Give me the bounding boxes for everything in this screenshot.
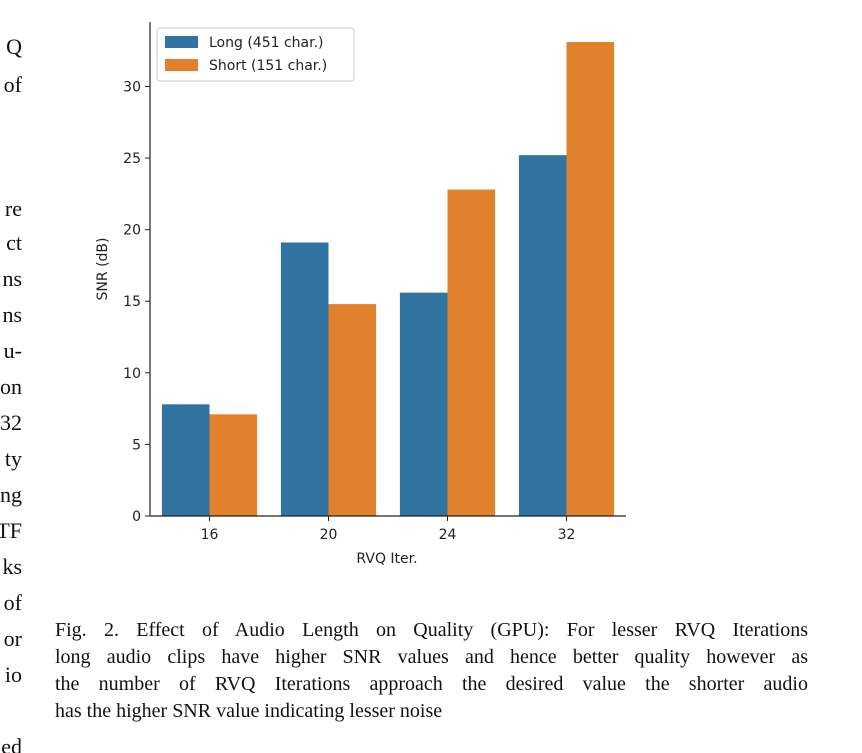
x-tick-label: 32 bbox=[558, 527, 576, 543]
x-axis-label: RVQ Iter. bbox=[356, 551, 417, 567]
column-fragment: ks bbox=[2, 554, 22, 579]
left-column-text: Q of re ct ns ns u- on 32 ty ng TF ks of… bbox=[0, 0, 30, 753]
column-fragment: ed bbox=[1, 734, 22, 753]
column-fragment: ty bbox=[4, 446, 22, 471]
bar-short-24 bbox=[447, 189, 496, 516]
legend-frame bbox=[156, 27, 355, 82]
x-axis-ticks: 16 20 24 32 bbox=[201, 516, 576, 543]
legend-swatch-short bbox=[165, 59, 198, 71]
caption-line: has the higher SNR value indicating less… bbox=[55, 700, 443, 722]
bars-group bbox=[161, 42, 615, 517]
column-fragment: TF bbox=[0, 518, 22, 543]
y-tick-label: 20 bbox=[123, 223, 141, 239]
column-fragment: io bbox=[4, 662, 22, 687]
column-fragment: 32 bbox=[0, 410, 22, 435]
y-tick-label: 15 bbox=[123, 294, 141, 310]
snr-bar-chart: 0 5 10 15 20 25 30 16 20 24 32 RVQ Iter. SNR (dB)… bbox=[95, 22, 626, 567]
y-tick-label: 25 bbox=[123, 151, 141, 167]
bar-long-24 bbox=[399, 292, 448, 516]
legend-label-long: Long (451 char.) bbox=[209, 35, 324, 51]
column-fragment: of bbox=[3, 590, 22, 615]
column-fragment: ct bbox=[6, 230, 22, 255]
y-tick-label: 30 bbox=[123, 79, 141, 95]
bar-long-32 bbox=[518, 155, 567, 516]
column-fragment: ns bbox=[2, 302, 22, 327]
bar-long-20 bbox=[280, 242, 329, 517]
caption-line: Fig. 2. Effect of Audio Length on Qualit… bbox=[55, 619, 808, 641]
caption-line: the number of RVQ Iterations approach th… bbox=[55, 673, 808, 695]
y-tick-label: 10 bbox=[123, 366, 141, 382]
column-fragment: of bbox=[3, 72, 22, 97]
y-axis-label: SNR (dB) bbox=[95, 238, 111, 301]
column-fragment: Q bbox=[6, 34, 22, 59]
legend-swatch-long bbox=[165, 36, 198, 48]
bar-short-32 bbox=[566, 42, 615, 516]
column-fragment: ns bbox=[2, 266, 22, 291]
x-tick-label: 20 bbox=[320, 527, 338, 543]
caption-line: long audio clips have higher SNR values … bbox=[55, 646, 808, 668]
bar-long-16 bbox=[161, 404, 210, 516]
column-fragment: re bbox=[4, 196, 22, 221]
y-tick-label: 5 bbox=[132, 437, 141, 453]
column-fragment: on bbox=[0, 374, 22, 399]
column-fragment: u- bbox=[3, 338, 22, 363]
x-tick-label: 24 bbox=[439, 527, 457, 543]
y-axis-ticks: 0 5 10 15 20 25 30 bbox=[123, 79, 150, 525]
bar-short-20 bbox=[328, 304, 377, 516]
legend: Long (451 char.) Short (151 char.) bbox=[156, 27, 355, 82]
y-tick-label: 0 bbox=[132, 509, 141, 525]
x-tick-label: 16 bbox=[201, 527, 219, 543]
bar-short-16 bbox=[209, 414, 258, 516]
legend-label-short: Short (151 char.) bbox=[209, 58, 327, 74]
column-fragment: ng bbox=[0, 482, 22, 507]
figure-caption: Fig. 2. Effect of Audio Length on Qualit… bbox=[55, 617, 808, 725]
column-fragment: or bbox=[3, 626, 22, 651]
